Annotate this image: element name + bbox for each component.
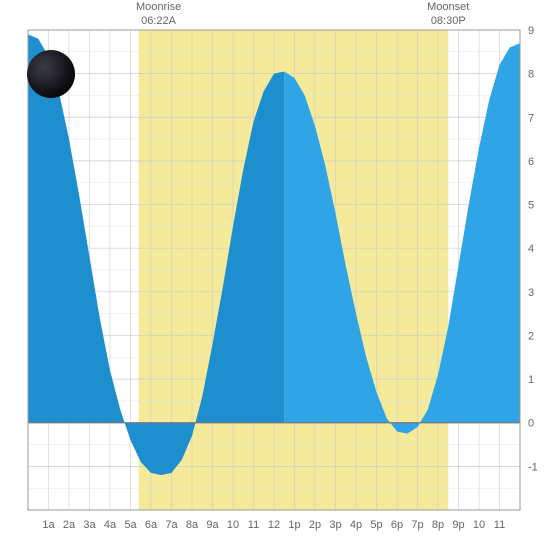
x-tick-label: 5p xyxy=(370,519,382,531)
tide-chart: Moonrise 06:22A Moonset 08:30P -10123456… xyxy=(0,0,550,550)
x-tick-label: 5a xyxy=(124,519,137,531)
moonset-label: Moonset 08:30P xyxy=(418,0,478,29)
y-tick-label: 3 xyxy=(528,287,534,299)
x-tick-label: 7p xyxy=(411,519,423,531)
x-tick-label: 12 xyxy=(268,519,280,531)
moonset-time: 08:30P xyxy=(418,14,478,28)
x-tick-label: 4a xyxy=(104,519,117,531)
x-tick-label: 10 xyxy=(227,519,239,531)
x-tick-label: 1p xyxy=(288,519,300,531)
x-tick-label: 11 xyxy=(248,519,259,531)
x-tick-label: 2a xyxy=(63,519,76,531)
x-tick-label: 7a xyxy=(165,519,178,531)
x-tick-label: 2p xyxy=(309,519,321,531)
moonrise-title: Moonrise xyxy=(129,0,189,14)
x-tick-label: 10 xyxy=(473,519,485,531)
moonrise-time: 06:22A xyxy=(129,14,189,28)
chart-svg: -101234567891a2a3a4a5a6a7a8a9a1011121p2p… xyxy=(0,0,550,550)
y-tick-label: 9 xyxy=(528,25,534,37)
y-tick-label: 1 xyxy=(528,374,534,386)
y-tick-label: 0 xyxy=(528,418,534,430)
x-tick-label: 1a xyxy=(42,519,55,531)
moonset-title: Moonset xyxy=(418,0,478,14)
y-tick-label: 2 xyxy=(528,330,534,342)
x-tick-label: 3p xyxy=(329,519,341,531)
x-tick-label: 11 xyxy=(494,519,505,531)
moon-phase-icon xyxy=(27,50,75,98)
y-tick-label: 8 xyxy=(528,69,534,81)
x-tick-label: 8p xyxy=(432,519,444,531)
moonrise-label: Moonrise 06:22A xyxy=(129,0,189,29)
x-tick-label: 6p xyxy=(391,519,403,531)
y-tick-label: -1 xyxy=(528,461,538,473)
x-tick-label: 3a xyxy=(83,519,96,531)
x-tick-label: 9p xyxy=(452,519,464,531)
y-tick-label: 5 xyxy=(528,200,534,212)
y-tick-label: 6 xyxy=(528,156,534,168)
y-tick-label: 4 xyxy=(528,243,534,255)
y-tick-label: 7 xyxy=(528,112,534,124)
x-tick-label: 9a xyxy=(206,519,219,531)
x-tick-label: 6a xyxy=(145,519,158,531)
x-tick-label: 8a xyxy=(186,519,199,531)
x-tick-label: 4p xyxy=(350,519,362,531)
